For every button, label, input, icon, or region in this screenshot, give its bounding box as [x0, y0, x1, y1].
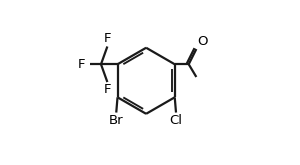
Text: Br: Br [109, 114, 124, 127]
Text: Cl: Cl [169, 114, 182, 127]
Text: O: O [198, 35, 208, 48]
Text: F: F [103, 32, 111, 45]
Text: F: F [78, 58, 85, 71]
Text: F: F [103, 83, 111, 96]
